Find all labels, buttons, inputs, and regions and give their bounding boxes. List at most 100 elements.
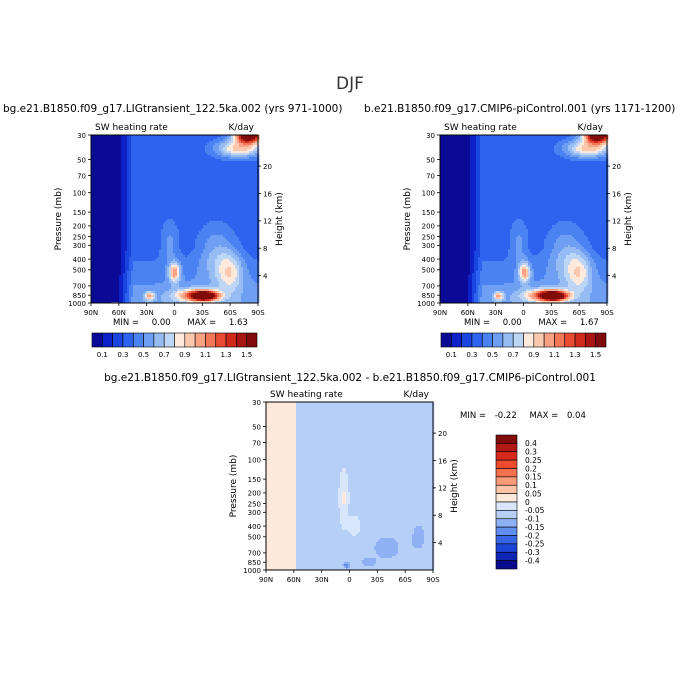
diff-pressure-tick-label: 70	[252, 439, 261, 447]
left-max-value: 1.63	[229, 318, 248, 328]
diff-panel-title: bg.e21.B1850.f09_g17.LIGtransient_122.5k…	[0, 372, 700, 384]
left-height-tick-label: 20	[263, 163, 272, 171]
right-pressure-tick-label: 300	[422, 242, 435, 250]
right-contour-field	[440, 135, 609, 304]
right-colorbar-label: 0.5	[487, 351, 498, 359]
right-colorbar-label: 1.1	[549, 351, 560, 359]
diff-colorbar-label: -0.3	[525, 548, 540, 557]
right-colorbar-label: 0.7	[508, 351, 519, 359]
diff-colorbar: 0.40.30.250.20.150.10.050-0.05-0.1-0.15-…	[495, 434, 545, 570]
left-pressure-tick-label: 200	[73, 223, 86, 231]
diff-height-tick-label: 12	[438, 485, 447, 493]
left-colorbar-swatch	[246, 332, 258, 348]
left-colorbar-swatch	[215, 332, 227, 348]
left-colorbar-swatch	[112, 332, 124, 348]
right-pressure-tick-label: 700	[422, 283, 435, 291]
left-colorbar-swatch	[102, 332, 113, 348]
right-colorbar-label: 1.3	[569, 351, 580, 359]
left-colorbar-swatch	[236, 332, 247, 348]
left-panel: SW heating rate K/day30507010015020025030…	[54, 123, 285, 317]
right-colorbar-swatch	[543, 332, 555, 348]
left-pressure-tick-label: 150	[73, 209, 86, 217]
left-colorbar-label: 1.5	[241, 351, 252, 359]
right-pressure-tick-label: 200	[422, 223, 435, 231]
diff-pressure-tick-label: 850	[248, 559, 261, 567]
left-panel-title: bg.e21.B1850.f09_g17.LIGtransient_122.5k…	[3, 103, 342, 115]
diff-colorbar-swatch	[495, 518, 518, 528]
left-min-max: MIN = 0.00 MAX = 1.63	[113, 318, 248, 328]
diff-pressure-axis-title: Pressure (mb)	[229, 455, 239, 518]
diff-contour-field	[266, 402, 435, 571]
left-colorbar-label: 0.1	[97, 351, 108, 359]
left-min-value: 0.00	[152, 318, 171, 328]
right-lat-tick-label: 90S	[600, 309, 614, 317]
right-panel-title: b.e21.B1850.f09_g17.CMIP6-piControl.001 …	[364, 103, 675, 115]
diff-colorbar-swatch	[495, 526, 518, 536]
diff-pressure-tick-label: 30	[252, 399, 261, 407]
right-height-tick-label: 4	[612, 272, 617, 280]
right-colorbar-swatch	[533, 332, 545, 348]
right-colorbar-label: 0.3	[466, 351, 477, 359]
right-lat-tick-label: 0	[521, 309, 525, 317]
left-colorbar-swatch	[132, 332, 144, 348]
right-pressure-tick-label: 400	[422, 256, 435, 264]
diff-colorbar-label: 0	[525, 498, 530, 507]
right-height-axis-title: Height (km)	[624, 192, 634, 246]
left-min-label: MIN =	[113, 318, 139, 328]
diff-colorbar-swatch	[495, 493, 518, 503]
left-pressure-tick-label: 700	[73, 283, 86, 291]
left-colorbar-swatch	[143, 332, 155, 348]
diff-colorbar-label: 0.1	[525, 481, 537, 490]
left-pressure-tick-label: 1000	[68, 300, 86, 308]
diff-max-value: 0.04	[567, 411, 586, 421]
right-pressure-axis-title: Pressure (mb)	[403, 188, 413, 251]
diff-colorbar-swatch	[495, 459, 518, 469]
left-pressure-tick-label: 100	[73, 189, 86, 197]
left-lat-tick-label: 60N	[112, 309, 126, 317]
right-pressure-tick-label: 30	[426, 132, 435, 140]
right-colorbar-swatch	[502, 332, 514, 348]
right-lat-tick-label: 30S	[545, 309, 559, 317]
diff-colorbar-label: -0.15	[525, 523, 545, 532]
diff-colorbar-label: 0.3	[525, 448, 537, 457]
left-max-label: MAX =	[187, 318, 216, 328]
diff-max-label: MAX =	[529, 411, 558, 421]
diff-colorbar-label: 0.4	[525, 439, 537, 448]
diff-colorbar-label: 0.25	[525, 456, 542, 465]
left-pressure-tick-label: 300	[73, 242, 86, 250]
diff-colorbar-label: -0.2	[525, 531, 540, 540]
diff-lat-tick-label: 90S	[426, 576, 440, 584]
left-pressure-axis-title: Pressure (mb)	[54, 188, 64, 251]
right-colorbar-swatch	[564, 332, 576, 348]
diff-colorbar-label: 0.2	[525, 464, 537, 473]
right-colorbar-swatch	[574, 332, 586, 348]
left-lat-tick-label: 90N	[84, 309, 98, 317]
right-pressure-tick-label: 1000	[417, 300, 435, 308]
right-colorbar-swatch	[512, 332, 524, 348]
diff-panel: SW heating rate K/day30507010015020025030…	[229, 390, 460, 584]
right-height-tick-label: 20	[612, 163, 621, 171]
right-colorbar-swatch	[492, 332, 504, 348]
right-colorbar: 0.1 0.3 0.5 0.7 0.9 1.1 1.3 1.5	[440, 332, 607, 359]
diff-colorbar-swatch	[495, 560, 518, 570]
diff-min-value: -0.22	[495, 411, 517, 421]
diff-colorbar-swatch	[495, 535, 518, 545]
diff-height-tick-label: 8	[438, 512, 442, 520]
left-height-tick-label: 4	[263, 272, 268, 280]
diff-colorbar-swatch	[495, 468, 518, 478]
left-colorbar-swatch	[184, 332, 196, 348]
left-colorbar-swatch	[205, 332, 217, 348]
left-pressure-tick-label: 850	[73, 292, 86, 300]
left-colorbar-label: 1.3	[220, 351, 231, 359]
left-height-tick-label: 16	[263, 190, 272, 198]
left-colorbar-swatch	[91, 332, 103, 348]
right-height-tick-label: 16	[612, 190, 621, 198]
right-colorbar-swatch	[451, 332, 462, 348]
right-colorbar-swatch	[440, 332, 452, 348]
right-colorbar-label: 0.1	[446, 351, 457, 359]
right-pressure-tick-label: 100	[422, 189, 435, 197]
right-colorbar-swatch	[461, 332, 473, 348]
diff-height-tick-label: 20	[438, 430, 447, 438]
left-colorbar: 0.1 0.3 0.5 0.7 0.9 1.1 1.3 1.5	[91, 332, 258, 359]
right-colorbar-swatch	[523, 332, 535, 348]
